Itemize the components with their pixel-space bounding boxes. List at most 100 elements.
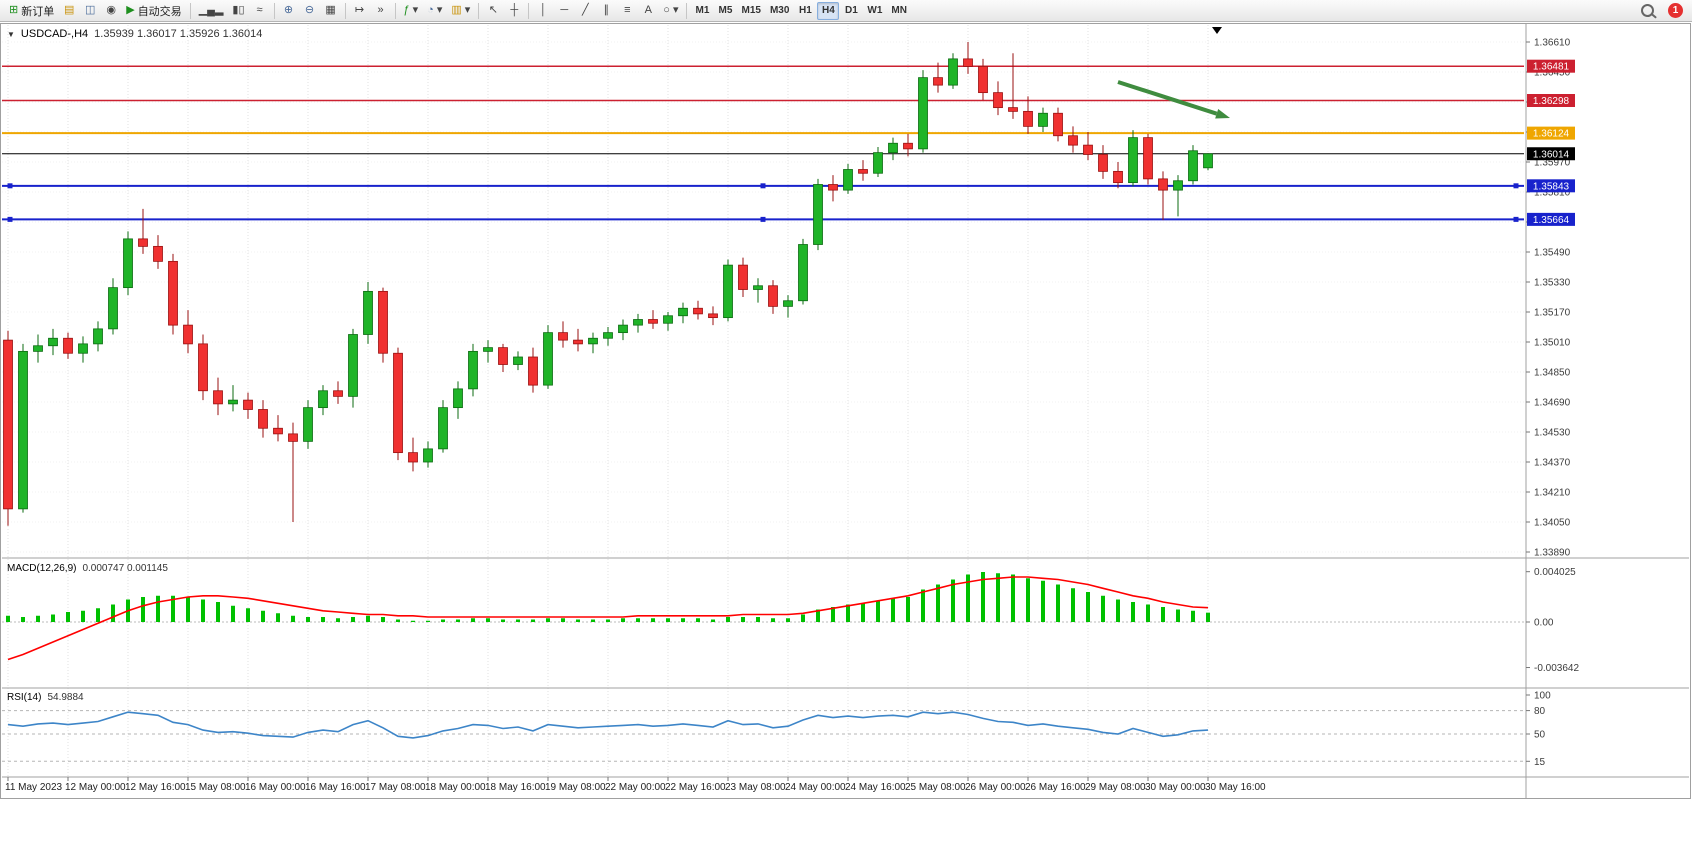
svg-text:22 May 00:00: 22 May 00:00: [605, 782, 666, 793]
svg-text:1.34210: 1.34210: [1534, 488, 1571, 499]
toolbar-separator: [189, 2, 191, 19]
vertical-line-button[interactable]: │: [533, 2, 553, 20]
periods-button[interactable]: ◔ ▾: [423, 2, 446, 20]
svg-text:15 May 08:00: 15 May 08:00: [185, 782, 246, 793]
svg-text:80: 80: [1534, 706, 1546, 717]
chart-window-button[interactable]: ▤: [59, 2, 79, 20]
text-tool-button[interactable]: A: [638, 2, 658, 20]
svg-text:25 May 08:00: 25 May 08:00: [905, 782, 966, 793]
timeframe-mn-button[interactable]: MN: [887, 2, 911, 20]
chart-window-icon: ▤: [64, 4, 75, 16]
macd-panel[interactable]: 0.004025 0.00 -0.003642: [2, 567, 1579, 674]
candlestick-series[interactable]: [3, 42, 1213, 526]
pivot-line-price-badge: [1527, 126, 1575, 140]
timeframe-h4-button[interactable]: H4: [817, 1, 840, 20]
svg-text:1.34690: 1.34690: [1534, 398, 1571, 409]
time-axis[interactable]: 11 May 2023 12 May 00:00 12 May 16:00 15 Ma…: [5, 777, 1266, 793]
timeframe-w1-button[interactable]: W1: [863, 2, 886, 20]
chevron-down-icon: ▾: [672, 4, 679, 16]
level-lines[interactable]: [2, 65, 1524, 222]
support-line-1-handle[interactable]: [760, 183, 766, 189]
horizontal-line-button[interactable]: ─: [554, 2, 574, 20]
clock-icon: ◔: [427, 4, 434, 16]
svg-text:1.33890: 1.33890: [1534, 548, 1571, 559]
svg-text:19 May 08:00: 19 May 08:00: [545, 782, 606, 793]
resistance-line-2-price-badge: [1527, 94, 1575, 107]
chart-window[interactable]: 1.366101.364501.362901.361301.359701.358…: [0, 22, 1692, 863]
support-line-2-handle[interactable]: [1513, 216, 1519, 222]
alerts-button[interactable]: ◉: [101, 2, 121, 20]
crosshair-button[interactable]: ┼: [504, 2, 524, 20]
candlestick-chart-button[interactable]: ▮▯: [228, 2, 248, 20]
chart-shift-button[interactable]: ↦: [350, 2, 370, 20]
svg-text:24 May 00:00: 24 May 00:00: [785, 782, 846, 793]
price-axis[interactable]: 1.366101.364501.362901.361301.359701.358…: [1526, 38, 1575, 559]
search-icon: [1641, 4, 1654, 17]
templates-button[interactable]: ▥ ▾: [447, 2, 474, 20]
svg-text:1.35970: 1.35970: [1534, 158, 1571, 169]
zoom-out-button[interactable]: ⊖: [300, 2, 320, 20]
templates-icon: ▥: [451, 4, 462, 16]
timeframe-h1-button[interactable]: H1: [794, 2, 816, 20]
scroll-position-marker[interactable]: [1212, 27, 1222, 34]
channel-button[interactable]: ∥: [596, 2, 616, 20]
auto-trading-label: 自动交易: [137, 5, 182, 18]
one-click-trading-collapse-icon[interactable]: ▼: [7, 29, 15, 39]
svg-text:1.36481: 1.36481: [1533, 62, 1570, 73]
chart-canvas[interactable]: 1.366101.364501.362901.361301.359701.358…: [0, 22, 1692, 863]
fibonacci-button[interactable]: ≡: [617, 2, 637, 20]
auto-scroll-button[interactable]: »: [371, 2, 391, 20]
svg-text:16 May 00:00: 16 May 00:00: [245, 782, 306, 793]
shapes-button[interactable]: ○ ▾: [659, 2, 682, 20]
profiles-button[interactable]: ◫: [80, 2, 100, 20]
timeframe-m1-button[interactable]: M1: [691, 2, 713, 20]
chevron-down-icon: ▾: [464, 4, 471, 16]
svg-text:1.35843: 1.35843: [1533, 181, 1570, 192]
support-line-2-handle[interactable]: [760, 216, 766, 222]
svg-text:100: 100: [1534, 691, 1551, 702]
svg-text:1.36014: 1.36014: [1533, 149, 1570, 160]
trend-arrow-annotation[interactable]: [1117, 80, 1230, 119]
zoom-in-button[interactable]: ⊕: [279, 2, 299, 20]
support-line-1-handle[interactable]: [1513, 183, 1519, 189]
support-line-2-handle[interactable]: [7, 216, 13, 222]
search-button[interactable]: [1637, 2, 1658, 20]
macd-name: MACD(12,26,9): [7, 563, 77, 574]
tile-windows-button[interactable]: ▦: [321, 2, 341, 20]
tile-windows-icon: ▦: [325, 4, 336, 16]
line-chart-button[interactable]: ≈: [250, 2, 270, 20]
notification-badge[interactable]: 1: [1668, 3, 1683, 18]
ohlc-values: 1.35939 1.36017 1.35926 1.36014: [94, 28, 263, 40]
toolbar-separator: [478, 2, 480, 19]
toolbar-separator: [528, 2, 530, 19]
new-order-button[interactable]: ⊞ 新订单: [5, 2, 58, 20]
channel-icon: ∥: [603, 4, 610, 16]
cursor-button[interactable]: ↖: [483, 2, 503, 20]
auto-scroll-icon: »: [377, 4, 384, 16]
cursor-icon: ↖: [488, 4, 498, 16]
indicators-button[interactable]: ƒ ▾: [400, 2, 423, 20]
bars-chart-icon: ▁▄▂: [198, 4, 224, 16]
svg-text:-0.003642: -0.003642: [1534, 663, 1579, 674]
bars-chart-button[interactable]: ▁▄▂: [195, 2, 228, 20]
timeframe-d1-button[interactable]: D1: [840, 2, 862, 20]
trendline-button[interactable]: ╱: [575, 2, 595, 20]
svg-text:1.35170: 1.35170: [1534, 308, 1571, 319]
support-line-1-handle[interactable]: [7, 183, 13, 189]
toolbar-separator: [686, 2, 688, 19]
toolbar-separator: [344, 2, 346, 19]
svg-text:1.36450: 1.36450: [1534, 68, 1571, 79]
alerts-icon: ◉: [106, 4, 117, 16]
svg-text:30 May 00:00: 30 May 00:00: [1145, 782, 1206, 793]
timeframe-m30-button[interactable]: M30: [766, 2, 793, 20]
rsi-line: [7, 711, 1209, 739]
rsi-name: RSI(14): [7, 692, 42, 703]
timeframe-m5-button[interactable]: M5: [714, 2, 736, 20]
svg-text:30 May 16:00: 30 May 16:00: [1205, 782, 1266, 793]
timeframe-m15-button[interactable]: M15: [737, 2, 764, 20]
crosshair-icon: ┼: [510, 4, 519, 16]
svg-text:15: 15: [1534, 757, 1546, 768]
rsi-panel[interactable]: 100 80 50 15: [2, 691, 1551, 768]
svg-text:12 May 16:00: 12 May 16:00: [125, 782, 186, 793]
auto-trading-button[interactable]: ▶ 自动交易: [122, 2, 185, 20]
